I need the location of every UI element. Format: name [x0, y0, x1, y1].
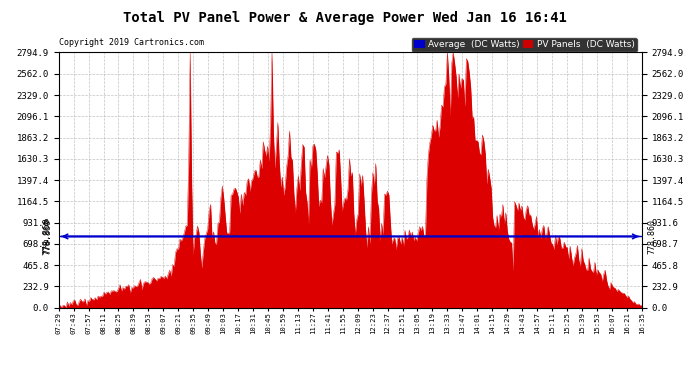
Legend: Average  (DC Watts), PV Panels  (DC Watts): Average (DC Watts), PV Panels (DC Watts) — [411, 38, 637, 51]
Text: Copyright 2019 Cartronics.com: Copyright 2019 Cartronics.com — [59, 38, 204, 47]
Text: 778.860: 778.860 — [647, 219, 656, 254]
Text: 778.860: 778.860 — [44, 219, 53, 254]
Text: Total PV Panel Power & Average Power Wed Jan 16 16:41: Total PV Panel Power & Average Power Wed… — [123, 11, 567, 25]
Text: 778.860: 778.860 — [42, 217, 51, 255]
